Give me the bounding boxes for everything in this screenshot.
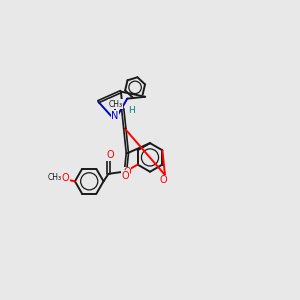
- Text: H: H: [128, 106, 135, 115]
- Text: N: N: [111, 111, 118, 121]
- Text: O: O: [62, 172, 69, 183]
- Text: CH₃: CH₃: [48, 173, 62, 182]
- Text: O: O: [122, 171, 129, 181]
- Text: O: O: [106, 150, 114, 160]
- Text: CH₃: CH₃: [108, 100, 122, 109]
- Text: O: O: [160, 176, 167, 185]
- Text: O: O: [123, 167, 131, 177]
